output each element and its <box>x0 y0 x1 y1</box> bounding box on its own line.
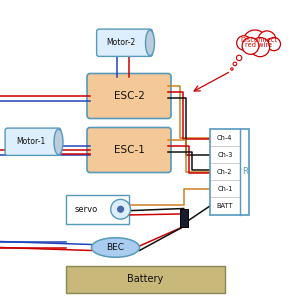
Text: BEC: BEC <box>106 243 124 252</box>
FancyBboxPatch shape <box>66 266 225 292</box>
FancyBboxPatch shape <box>180 208 188 226</box>
Text: red wire: red wire <box>245 42 272 48</box>
Text: Ch-4: Ch-4 <box>217 134 232 140</box>
FancyBboxPatch shape <box>5 128 61 155</box>
Ellipse shape <box>54 129 63 155</box>
Text: R: R <box>242 167 247 176</box>
Text: Disconnect: Disconnect <box>240 37 278 43</box>
Circle shape <box>243 30 267 54</box>
Circle shape <box>236 55 242 61</box>
Circle shape <box>118 206 124 212</box>
FancyBboxPatch shape <box>66 195 129 224</box>
Text: Ch-2: Ch-2 <box>217 169 232 175</box>
Text: servo: servo <box>75 205 98 214</box>
Ellipse shape <box>146 30 154 56</box>
Text: ESC-2: ESC-2 <box>114 91 144 101</box>
Text: ESC-1: ESC-1 <box>114 145 144 155</box>
FancyBboxPatch shape <box>210 129 249 214</box>
Circle shape <box>242 38 259 54</box>
Circle shape <box>267 38 280 51</box>
Circle shape <box>250 38 270 57</box>
FancyBboxPatch shape <box>87 74 171 118</box>
Text: Motor-1: Motor-1 <box>16 137 45 146</box>
Text: Ch-3: Ch-3 <box>217 152 232 158</box>
Text: Battery: Battery <box>128 274 164 284</box>
Circle shape <box>111 199 130 219</box>
Text: BATT: BATT <box>217 203 233 209</box>
Circle shape <box>233 62 237 66</box>
Text: Ch-1: Ch-1 <box>217 186 232 192</box>
Ellipse shape <box>92 238 140 257</box>
Circle shape <box>237 36 251 50</box>
Text: Motor-2: Motor-2 <box>106 38 135 47</box>
Circle shape <box>258 31 276 49</box>
FancyBboxPatch shape <box>87 128 171 172</box>
Circle shape <box>231 68 233 70</box>
FancyBboxPatch shape <box>97 29 152 56</box>
